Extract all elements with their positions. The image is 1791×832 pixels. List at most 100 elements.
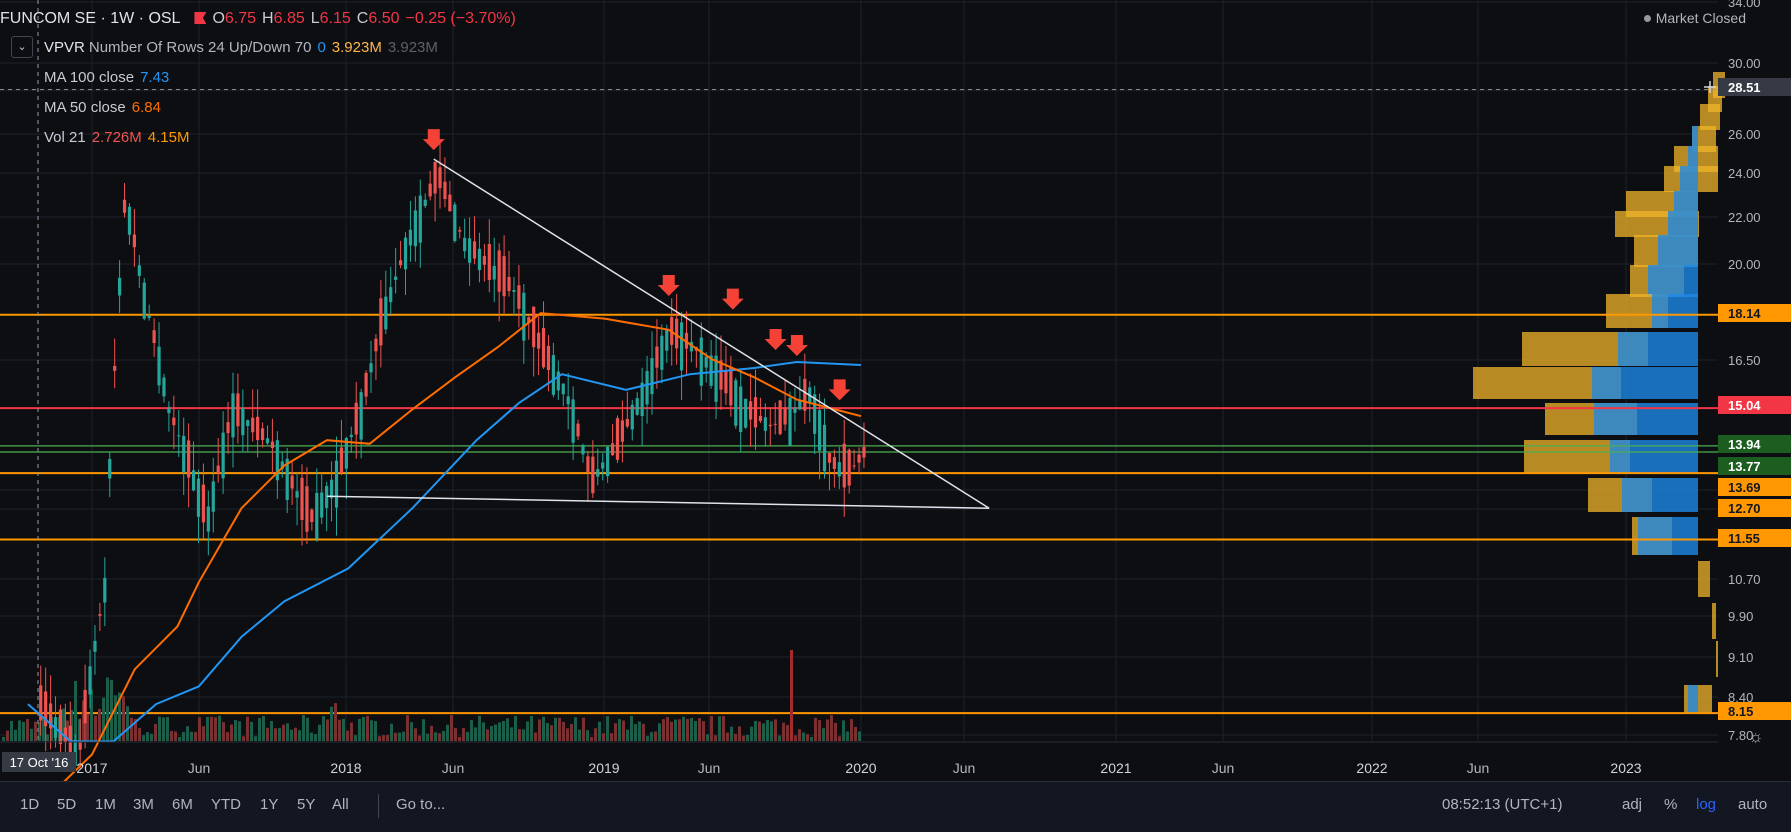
collapse-legend-button[interactable]: ⌄ <box>11 36 33 58</box>
volume-bar <box>358 718 361 741</box>
candle-body <box>586 456 590 473</box>
candle-body <box>571 399 575 443</box>
candle-body <box>655 346 659 368</box>
adj-toggle[interactable]: adj <box>1622 796 1643 813</box>
price-tick-label: 30.00 <box>1728 56 1761 71</box>
range-1y-button[interactable]: 1Y <box>260 796 279 813</box>
candle-body <box>679 322 684 371</box>
candle-body <box>132 234 136 248</box>
volume-bar <box>90 689 93 741</box>
volume-bar <box>394 732 397 741</box>
volume-bar <box>630 715 633 741</box>
range-6m-button[interactable]: 6M <box>172 796 193 813</box>
price-tick-label: 9.10 <box>1728 650 1753 665</box>
price-label-box <box>1718 457 1791 475</box>
candle-body <box>596 469 600 477</box>
volume-bar <box>634 724 637 741</box>
range-3m-button[interactable]: 3M <box>133 796 154 813</box>
volume-bar <box>14 729 17 741</box>
range-5y-button[interactable]: 5Y <box>297 796 316 813</box>
vpvr-row-up <box>1638 517 1698 555</box>
candle-body <box>541 327 546 368</box>
candle-body <box>241 408 245 436</box>
range-all-button[interactable]: All <box>332 796 349 813</box>
volume-bar <box>290 729 293 741</box>
vpvr-row[interactable]: VPVR Number Of Rows 24 Up/Down 70 0 3.923M 3… <box>44 37 444 59</box>
auto-toggle[interactable]: auto <box>1738 796 1768 813</box>
volume-bar <box>270 720 273 741</box>
vpvr-row-down <box>1716 641 1718 677</box>
volume-bar <box>602 733 605 741</box>
volume-bar <box>554 717 557 741</box>
vol-row[interactable]: Vol 21 2.726M 4.15M <box>44 127 195 149</box>
volume-bar <box>62 708 65 741</box>
candle-body <box>137 265 141 276</box>
open-label: O <box>212 10 225 27</box>
volume-bar <box>614 723 617 741</box>
gear-icon[interactable]: ☼ <box>1748 727 1764 746</box>
candle-body <box>857 454 861 463</box>
volume-bar <box>502 720 505 741</box>
volume-bar <box>694 721 697 741</box>
log-toggle[interactable]: log <box>1696 796 1717 813</box>
volume-bar <box>726 732 729 741</box>
time-tick-label: Jun <box>1212 760 1235 776</box>
volume-bar <box>118 692 121 741</box>
volume-bar <box>618 719 621 741</box>
volume-bar <box>818 720 821 741</box>
volume-bar <box>122 696 125 741</box>
candle-body <box>256 416 260 441</box>
volume-bar <box>382 735 385 741</box>
volume-bar <box>578 729 581 741</box>
candle-body <box>389 287 393 303</box>
candle-body <box>260 428 265 441</box>
candle-body <box>157 346 161 386</box>
candle-body <box>428 183 432 197</box>
volume-bar <box>254 736 257 741</box>
volume-bar <box>150 733 153 741</box>
volume-bar <box>758 721 761 741</box>
price-label-text: 13.77 <box>1728 459 1761 474</box>
range-5d-button[interactable]: 5D <box>57 796 77 813</box>
price-chart[interactable]: 34.0030.0028.0026.0024.0022.0020.0016.50… <box>0 0 1791 781</box>
status-dot-icon <box>1643 15 1651 22</box>
range-ytd-button[interactable]: YTD <box>211 796 241 813</box>
volume-bar <box>430 725 433 741</box>
price-label-text: 8.15 <box>1728 704 1753 719</box>
toolbar-divider <box>378 794 379 818</box>
candle-body <box>773 423 777 425</box>
clock[interactable]: 08:52:13 (UTC+1) <box>1442 796 1563 813</box>
open-value: 6.75 <box>224 10 257 27</box>
symbol-title[interactable]: FUNCOM SE · 1W · OSL <box>0 10 181 27</box>
volume-bar <box>458 736 461 741</box>
ma100-row[interactable]: MA 100 close 7.43 <box>44 67 175 89</box>
goto-button[interactable]: Go to... <box>396 796 446 813</box>
volume-bar <box>702 721 705 741</box>
candle-body <box>320 492 324 518</box>
volume-bar <box>10 720 13 741</box>
ma50-row[interactable]: MA 50 close 6.84 <box>44 97 167 119</box>
volume-bar <box>590 736 593 741</box>
candle-body <box>374 338 378 352</box>
volume-bar <box>534 732 537 741</box>
range-1m-button[interactable]: 1M <box>95 796 116 813</box>
ma50-value: 6.84 <box>131 99 161 116</box>
volume-bar <box>274 728 277 741</box>
candle-body <box>862 446 866 458</box>
percent-toggle[interactable]: % <box>1664 796 1678 813</box>
market-status-text: Market Closed <box>1655 10 1746 26</box>
flag-icon[interactable] <box>194 12 207 24</box>
candle-body <box>458 230 462 232</box>
volume-bar <box>570 724 573 741</box>
volume-bar <box>282 724 285 741</box>
time-tick-label: 2020 <box>845 760 876 776</box>
volume-bar <box>70 709 73 741</box>
volume-bar <box>286 723 289 741</box>
time-tick-label: 2017 <box>76 760 107 776</box>
volume-bar <box>774 719 777 741</box>
candle-body <box>443 181 447 200</box>
range-1d-button[interactable]: 1D <box>20 796 40 813</box>
candle-body <box>236 393 240 427</box>
volume-bar <box>110 679 113 741</box>
candle-body <box>265 438 270 444</box>
